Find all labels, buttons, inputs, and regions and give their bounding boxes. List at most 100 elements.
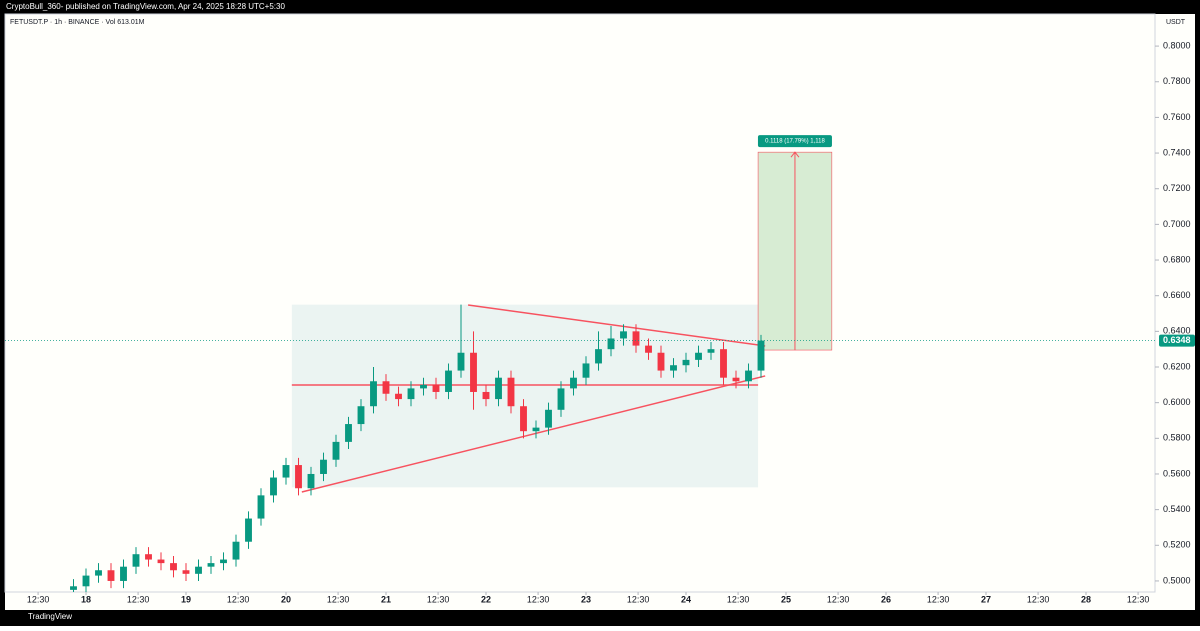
candle-body (445, 370, 452, 392)
candle-body (95, 570, 102, 576)
candle-body (282, 465, 290, 478)
x-tick-label: 24 (681, 594, 691, 604)
candle-body (245, 518, 252, 542)
candle-body (482, 391, 490, 400)
candle-body (532, 427, 540, 432)
y-tick-label: 0.7000 (1163, 219, 1191, 229)
candle-body (570, 377, 577, 389)
candle-body (157, 559, 165, 564)
x-tick-label: 12:30 (727, 594, 750, 604)
candle-body (357, 406, 365, 425)
trend-line (467, 304, 766, 347)
candle-body (557, 388, 565, 410)
candle-body (182, 570, 190, 574)
x-tick-label: 20 (281, 594, 291, 604)
candle-body (757, 340, 765, 371)
candle-body (595, 349, 602, 364)
candle-body (295, 465, 302, 489)
candle-body (720, 349, 727, 378)
y-tick-label: 0.8000 (1163, 40, 1191, 50)
candle-body (320, 459, 327, 474)
candle-body (82, 575, 90, 587)
currency: USDT (1166, 19, 1186, 26)
candle-body (732, 377, 740, 382)
candle-body (432, 384, 440, 392)
candle-body (207, 563, 215, 567)
candle-body (257, 495, 265, 519)
candle-body (582, 363, 590, 378)
candle-body (370, 381, 377, 407)
symbol: FETUSDT.P · 1h · BINANCE · Vol 613.01M (10, 19, 145, 26)
candle-body (145, 554, 152, 560)
last-price-label: 0.6348 (1163, 335, 1191, 345)
x-tick-label: 12:30 (427, 594, 450, 604)
candle-body (382, 381, 390, 394)
candle-body (695, 352, 702, 360)
y-tick-label: 0.7800 (1163, 76, 1191, 86)
y-tick-label: 0.5200 (1163, 540, 1191, 550)
candle-body (232, 541, 240, 560)
candle-body (620, 331, 627, 339)
x-tick-label: 27 (981, 594, 991, 604)
candle-body (682, 359, 690, 366)
candle-body (195, 566, 202, 574)
x-tick-label: 26 (881, 594, 891, 604)
x-tick-label: 28 (1081, 594, 1091, 604)
x-tick-label: 25 (781, 594, 791, 604)
candle-body (132, 554, 140, 567)
x-tick-label: 12:30 (227, 594, 250, 604)
candle-body (670, 365, 677, 371)
published: CryptoBull_360- published on TradingView… (6, 2, 285, 11)
x-tick-label: 12:30 (527, 594, 550, 604)
x-tick-label: 19 (181, 594, 191, 604)
y-tick-label: 0.5600 (1163, 468, 1191, 478)
x-tick-label: 23 (581, 594, 591, 604)
x-tick-label: 12:30 (327, 594, 350, 604)
candle-body (745, 370, 752, 382)
candle-body (220, 559, 227, 564)
candle-body (332, 441, 340, 460)
candle-body (345, 424, 352, 442)
x-tick-label: 12:30 (627, 594, 650, 604)
x-tick-label: 22 (481, 594, 491, 604)
brand: TradingView (28, 612, 72, 621)
profile-box (291, 304, 759, 488)
candle-body (607, 338, 615, 350)
x-tick-label: 18 (81, 594, 91, 604)
candle-body (457, 352, 465, 371)
candle-body (120, 566, 127, 581)
plot (70, 151, 833, 592)
y-tick-label: 0.7400 (1163, 147, 1191, 157)
candle-body (645, 345, 652, 353)
x-tick-label: 12:30 (827, 594, 850, 604)
y-tick-label: 0.6600 (1163, 290, 1191, 300)
x-tick-label: 12:30 (127, 594, 150, 604)
candle-body (470, 352, 477, 392)
y-tick-label: 0.5800 (1163, 433, 1191, 443)
candle-body (407, 388, 415, 400)
y-tick-label: 0.6400 (1163, 326, 1191, 336)
x-tick-label: 12:30 (1127, 594, 1150, 604)
y-tick-label: 0.5000 (1163, 575, 1191, 585)
y-tick-label: 0.6000 (1163, 397, 1191, 407)
candle-body (507, 377, 515, 407)
candle-body (420, 384, 427, 389)
candle-body (307, 473, 315, 489)
trend-line (301, 375, 766, 493)
last-price-box (1159, 334, 1195, 347)
y-tick-label: 0.5400 (1163, 504, 1191, 514)
candle-body (170, 563, 177, 571)
candle-body (395, 393, 402, 400)
x-tick-label: 21 (381, 594, 391, 604)
arrow-head (790, 151, 800, 158)
candle-body (270, 477, 277, 496)
candle-body (707, 349, 715, 353)
y-tick-label: 0.7600 (1163, 112, 1191, 122)
candle-body (545, 409, 552, 428)
candle-body (70, 586, 77, 590)
position-label: 0.1118 (17.79%) 1,118 (765, 139, 825, 145)
position-label-box (757, 135, 832, 148)
candle-body (632, 331, 640, 346)
